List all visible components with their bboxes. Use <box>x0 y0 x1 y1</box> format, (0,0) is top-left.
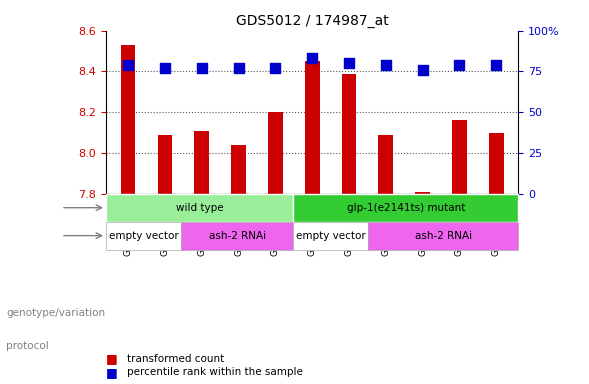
Point <box>491 62 501 68</box>
FancyBboxPatch shape <box>106 194 293 222</box>
Point <box>418 67 427 73</box>
Bar <box>231 145 246 194</box>
Point <box>455 62 464 68</box>
Point <box>123 62 133 68</box>
Point <box>234 65 243 71</box>
Point <box>197 65 206 71</box>
Text: genotype/variation: genotype/variation <box>6 308 105 318</box>
FancyBboxPatch shape <box>368 222 518 250</box>
Point <box>344 60 353 66</box>
Bar <box>415 192 430 194</box>
Bar <box>342 73 356 194</box>
Text: percentile rank within the sample: percentile rank within the sample <box>127 367 303 377</box>
Text: ash-2 RNAi: ash-2 RNAi <box>415 231 472 241</box>
Bar <box>305 61 320 194</box>
Bar <box>194 131 209 194</box>
Point <box>160 65 170 71</box>
Bar <box>378 135 393 194</box>
Point <box>381 62 391 68</box>
FancyBboxPatch shape <box>293 194 518 222</box>
Text: protocol: protocol <box>6 341 49 351</box>
Text: ■: ■ <box>106 353 118 366</box>
Text: empty vector: empty vector <box>108 231 178 241</box>
Text: empty vector: empty vector <box>296 231 366 241</box>
FancyBboxPatch shape <box>106 222 181 250</box>
Text: glp-1(e2141ts) mutant: glp-1(e2141ts) mutant <box>347 203 465 213</box>
FancyBboxPatch shape <box>293 222 368 250</box>
Text: wild type: wild type <box>176 203 224 213</box>
Title: GDS5012 / 174987_at: GDS5012 / 174987_at <box>236 14 389 28</box>
FancyBboxPatch shape <box>181 222 293 250</box>
Bar <box>268 112 283 194</box>
Bar <box>121 45 135 194</box>
Text: transformed count: transformed count <box>127 354 224 364</box>
Bar <box>489 132 504 194</box>
Text: ■: ■ <box>106 366 118 379</box>
Point <box>270 65 280 71</box>
Bar <box>452 120 466 194</box>
Point <box>307 55 317 61</box>
Text: ash-2 RNAi: ash-2 RNAi <box>209 231 266 241</box>
Bar <box>158 135 172 194</box>
